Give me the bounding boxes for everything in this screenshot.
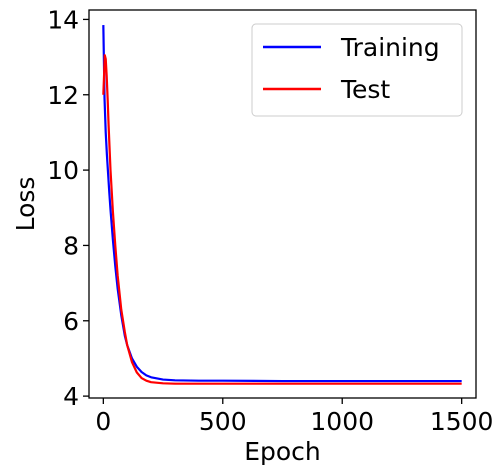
series-line-test (102, 54, 462, 385)
legend-label-test: Test (340, 75, 390, 104)
x-tick-label: 500 (199, 407, 247, 436)
x-tick-label: 1000 (310, 407, 374, 436)
axes-frame (88, 9, 477, 399)
y-tick-label: 8 (63, 231, 79, 260)
y-tick-label: 12 (47, 81, 79, 110)
x-axis-label: Epoch (244, 437, 321, 466)
y-tick-label: 10 (47, 156, 79, 185)
legend-label-training: Training (340, 33, 440, 62)
y-axis-label: Loss (11, 177, 40, 232)
legend: Training Test (251, 23, 463, 117)
x-tick-label: 1500 (430, 407, 494, 436)
y-tick-label: 6 (63, 307, 79, 336)
series-layer (102, 25, 462, 385)
x-tick-label: 0 (95, 407, 111, 436)
y-tick-label: 4 (63, 382, 79, 411)
x-axis-ticks: 0 500 1000 1500 (95, 398, 493, 436)
y-axis-ticks: 4 6 8 10 12 14 (47, 5, 89, 411)
y-tick-label: 14 (47, 5, 79, 34)
